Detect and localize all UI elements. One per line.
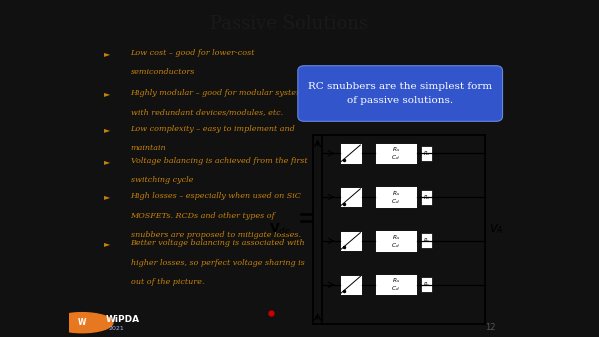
Text: $R_s$: $R_s$: [423, 280, 430, 289]
FancyBboxPatch shape: [298, 66, 503, 121]
Text: with redundant devices/modules, etc.: with redundant devices/modules, etc.: [131, 109, 283, 117]
FancyBboxPatch shape: [421, 277, 432, 292]
FancyBboxPatch shape: [375, 143, 417, 164]
Text: 2021: 2021: [108, 327, 124, 332]
Text: $R_s$: $R_s$: [392, 145, 400, 154]
Text: $C_d$: $C_d$: [391, 153, 400, 162]
Text: ►: ►: [104, 125, 110, 134]
Text: $R_s$: $R_s$: [423, 149, 430, 158]
Text: $R_s$: $R_s$: [423, 193, 430, 202]
FancyBboxPatch shape: [375, 186, 417, 208]
Text: $R_s$: $R_s$: [392, 276, 400, 285]
Text: ►: ►: [104, 239, 110, 248]
FancyBboxPatch shape: [340, 187, 362, 207]
FancyBboxPatch shape: [421, 146, 432, 161]
Text: $C_d$: $C_d$: [391, 241, 400, 250]
Text: $R_s$: $R_s$: [392, 233, 400, 242]
FancyBboxPatch shape: [421, 234, 432, 248]
Text: Voltage balancing is achieved from the first: Voltage balancing is achieved from the f…: [131, 157, 307, 165]
Text: W: W: [78, 318, 86, 327]
Text: High losses – especially when used on SiC: High losses – especially when used on Si…: [131, 192, 301, 200]
Text: RC snubbers are the simplest form
of passive solutions.: RC snubbers are the simplest form of pas…: [308, 83, 492, 104]
FancyBboxPatch shape: [340, 275, 362, 295]
Text: maintain: maintain: [131, 144, 166, 152]
Text: $R_s$: $R_s$: [423, 237, 430, 245]
Text: MOSFETs. RCDs and other types of: MOSFETs. RCDs and other types of: [131, 212, 275, 220]
Text: WiPDA: WiPDA: [106, 315, 140, 324]
Circle shape: [52, 313, 113, 333]
Text: switching cycle: switching cycle: [131, 176, 193, 184]
Text: semiconductors: semiconductors: [131, 68, 195, 76]
Text: $R_s$: $R_s$: [392, 189, 400, 198]
Text: ►: ►: [104, 157, 110, 166]
FancyBboxPatch shape: [340, 143, 362, 163]
Text: 12: 12: [485, 323, 496, 332]
Text: Better voltage balancing is associated with: Better voltage balancing is associated w…: [131, 239, 305, 247]
FancyBboxPatch shape: [375, 274, 417, 296]
Text: Low cost – good for lower-cost: Low cost – good for lower-cost: [131, 49, 255, 57]
Text: Passive Solutions: Passive Solutions: [210, 15, 368, 33]
Text: out of the picture.: out of the picture.: [131, 278, 204, 286]
Text: $V_A$: $V_A$: [489, 222, 504, 236]
Text: Low complexity – easy to implement and: Low complexity – easy to implement and: [131, 125, 295, 133]
FancyBboxPatch shape: [340, 231, 362, 251]
Text: ►: ►: [104, 192, 110, 201]
Text: $C_d$: $C_d$: [391, 197, 400, 206]
Text: higher losses, so perfect voltage sharing is: higher losses, so perfect voltage sharin…: [131, 259, 304, 267]
Text: $\mathbf{V}_{dc}$: $\mathbf{V}_{dc}$: [269, 222, 291, 237]
Text: $C_d$: $C_d$: [391, 284, 400, 294]
Text: ►: ►: [104, 49, 110, 58]
Text: Highly modular – good for modular system: Highly modular – good for modular system: [131, 89, 304, 97]
Text: ►: ►: [104, 89, 110, 98]
Text: snubbers are proposed to mitigate losses.: snubbers are proposed to mitigate losses…: [131, 231, 301, 239]
FancyBboxPatch shape: [421, 190, 432, 205]
FancyBboxPatch shape: [375, 230, 417, 252]
